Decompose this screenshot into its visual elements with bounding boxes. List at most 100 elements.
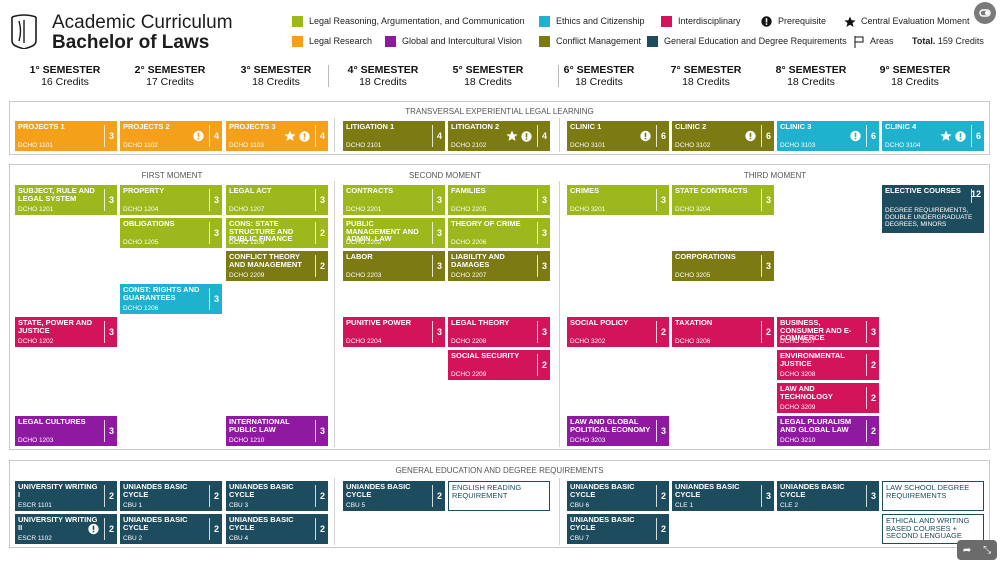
legend-swatch bbox=[539, 16, 550, 27]
course-card[interactable]: LABOR DCHO 2203 3 bbox=[343, 251, 445, 281]
course-card[interactable]: STATE CONTRACTS DCHO 3204 3 bbox=[672, 185, 774, 215]
course-card[interactable]: CLINIC 2 DCHO 3102 6 bbox=[672, 121, 774, 151]
course-credits: 3 bbox=[108, 195, 114, 205]
course-card[interactable]: UNIANDES BASIC CYCLE CBU 4 2 bbox=[226, 514, 328, 544]
credit-divider bbox=[656, 518, 657, 540]
course-card[interactable]: CRIMES DCHO 3201 3 bbox=[567, 185, 669, 215]
course-card[interactable]: LITIGATION 1 DCHO 2101 4 bbox=[343, 121, 445, 151]
course-credits: 2 bbox=[660, 491, 666, 501]
course-card[interactable]: PUNITIVE POWER DCHO 2204 3 bbox=[343, 317, 445, 347]
course-card[interactable]: LEGAL CULTURES DCHO 1203 3 bbox=[15, 416, 117, 446]
course-code: DCHO 1203 bbox=[18, 437, 54, 444]
course-code: CLE 2 bbox=[780, 502, 799, 509]
course-card[interactable]: CONFLICT THEORY AND MANAGEMENT DCHO 2209 2 bbox=[226, 251, 328, 281]
credit-divider bbox=[656, 125, 657, 147]
course-card[interactable]: CORPORATIONS DCHO 3205 3 bbox=[672, 251, 774, 281]
credit-divider bbox=[537, 222, 538, 244]
course-card[interactable]: CLINIC 1 DCHO 3101 6 bbox=[567, 121, 669, 151]
course-card[interactable]: LAW AND TECHNOLOGY DCHO 3209 2 bbox=[777, 383, 879, 413]
credit-divider bbox=[971, 125, 972, 147]
course-card[interactable]: OBLIGATIONS DCHO 1205 3 bbox=[120, 218, 222, 248]
course-card[interactable]: LEGAL ACT DCHO 1207 3 bbox=[226, 185, 328, 215]
course-credits: 3 bbox=[213, 228, 219, 238]
legend-swatch bbox=[292, 36, 303, 47]
requirement-box[interactable]: ENGLISH READING REQUIREMENT bbox=[448, 481, 550, 511]
course-card[interactable]: TAXATION DCHO 3206 2 bbox=[672, 317, 774, 347]
requirement-box[interactable]: ETHICAL AND WRITING BASED COURSES + SECO… bbox=[882, 514, 984, 544]
course-card[interactable]: PROJECTS 1 DCHO 1101 3 bbox=[15, 121, 117, 151]
course-card[interactable]: PROPERTY DCHO 1204 3 bbox=[120, 185, 222, 215]
course-card[interactable]: UNIANDES BASIC CYCLE CBU 2 2 bbox=[120, 514, 222, 544]
course-card[interactable]: ENVIRONMENTAL JUSTICE DCHO 3208 2 bbox=[777, 350, 879, 380]
course-card[interactable]: CONST: RIGHTS AND GUARANTEES DCHO 1206 3 bbox=[120, 284, 222, 314]
course-card[interactable]: LEGAL THEORY DCHO 2208 3 bbox=[448, 317, 550, 347]
course-card[interactable]: SUBJECT, RULE AND LEGAL SYSTEM DCHO 1201 3 bbox=[15, 185, 117, 215]
semester-name: 3° SEMESTER bbox=[240, 64, 312, 76]
semester-name: 9° SEMESTER bbox=[879, 64, 951, 76]
course-card[interactable]: UNIANDES BASIC CYCLE CBU 6 2 bbox=[567, 481, 669, 511]
course-card[interactable]: PROJECTS 3 DCHO 1103 4 bbox=[226, 121, 328, 151]
course-code: DCHO 3209 bbox=[780, 404, 816, 411]
course-credits: 6 bbox=[870, 131, 876, 141]
share-icon[interactable]: ➦ bbox=[962, 544, 972, 556]
credit-divider bbox=[432, 321, 433, 343]
share-controls[interactable]: ➦ ⤡ bbox=[957, 540, 997, 560]
course-card[interactable]: UNIANDES BASIC CYCLE CLE 2 3 bbox=[777, 481, 879, 511]
credit-divider bbox=[104, 125, 105, 147]
course-card[interactable]: THEORY OF CRIME DCHO 2206 3 bbox=[448, 218, 550, 248]
credit-divider bbox=[656, 485, 657, 507]
course-card[interactable]: UNIANDES BASIC CYCLE CBU 1 2 bbox=[120, 481, 222, 511]
course-card[interactable]: BUSINESS, CONSUMER AND E-COMMERCE DCHO 32… bbox=[777, 317, 879, 347]
credit-divider bbox=[315, 420, 316, 442]
course-card[interactable]: INTERNATIONAL PUBLIC LAW DCHO 1210 3 bbox=[226, 416, 328, 446]
course-card[interactable]: CLINIC 3 DCHO 3103 6 bbox=[777, 121, 879, 151]
course-name: LITIGATION 2 bbox=[451, 122, 500, 131]
legend-swatch bbox=[385, 36, 396, 47]
requirement-box[interactable]: LAW SCHOOL DEGREE REQUIREMENTS bbox=[882, 481, 984, 511]
course-credits: 3 bbox=[436, 195, 442, 205]
semester-credits: 16 Credits bbox=[41, 76, 89, 88]
minimize-icon[interactable]: ⤡ bbox=[983, 544, 992, 556]
course-card[interactable]: PUBLIC MANAGEMENT AND ADMIN. LAW DCHO 220… bbox=[343, 218, 445, 248]
course-name: LAW SCHOOL DEGREE REQUIREMENTS bbox=[886, 483, 970, 500]
course-credits: 2 bbox=[541, 360, 547, 370]
course-card[interactable]: LAW AND GLOBAL POLITICAL ECONOMY DCHO 320… bbox=[567, 416, 669, 446]
toggle-button[interactable] bbox=[974, 2, 996, 24]
course-card[interactable]: CONTRACTS DCHO 2201 3 bbox=[343, 185, 445, 215]
credit-divider bbox=[866, 485, 867, 507]
course-badges bbox=[745, 130, 756, 142]
legend-item: Areas bbox=[852, 35, 894, 48]
credit-divider bbox=[315, 125, 316, 147]
course-credits: 2 bbox=[870, 360, 876, 370]
course-card[interactable]: UNIVERSITY WRITING II ESCR 1102 2 bbox=[15, 514, 117, 544]
course-credits: 3 bbox=[436, 228, 442, 238]
course-card[interactable]: STATE, POWER AND JUSTICE DCHO 1202 3 bbox=[15, 317, 117, 347]
course-code: CBU 4 bbox=[229, 535, 249, 542]
credit-divider bbox=[761, 189, 762, 211]
course-card[interactable]: CLINIC 4 DCHO 3104 6 bbox=[882, 121, 984, 151]
course-name: INTERNATIONAL PUBLIC LAW bbox=[229, 417, 290, 434]
course-code: ESCR 1101 bbox=[18, 502, 52, 509]
course-card[interactable]: LIABILITY AND DAMAGES DCHO 2207 3 bbox=[448, 251, 550, 281]
course-card[interactable]: CONS: STATE STRUCTURE AND PUBLIC FINANCE… bbox=[226, 218, 328, 248]
course-name: PUNITIVE POWER bbox=[346, 318, 412, 327]
course-card[interactable]: SOCIAL SECURITY DCHO 2209 2 bbox=[448, 350, 550, 380]
course-card[interactable]: UNIVERSITY WRITING I ESCR 1101 2 bbox=[15, 481, 117, 511]
course-card[interactable]: UNIANDES BASIC CYCLE CBU 7 2 bbox=[567, 514, 669, 544]
course-credits: 2 bbox=[108, 524, 114, 534]
course-card[interactable]: ELECTIVE COURSES DEGREE REQUIREMENTS, DOU… bbox=[882, 185, 984, 233]
course-code: CBU 5 bbox=[346, 502, 366, 509]
course-card[interactable]: UNIANDES BASIC CYCLE CLE 1 3 bbox=[672, 481, 774, 511]
semester-divider bbox=[328, 65, 329, 87]
course-name: SOCIAL SECURITY bbox=[451, 351, 520, 360]
legend-item: Ethics and Citizenship bbox=[539, 16, 645, 27]
credit-divider bbox=[104, 420, 105, 442]
course-card[interactable]: UNIANDES BASIC CYCLE CBU 5 2 bbox=[343, 481, 445, 511]
course-card[interactable]: SOCIAL POLICY DCHO 3202 2 bbox=[567, 317, 669, 347]
course-card[interactable]: UNIANDES BASIC CYCLE CBU 3 2 bbox=[226, 481, 328, 511]
course-name: UNIANDES BASIC CYCLE bbox=[570, 482, 635, 499]
course-card[interactable]: LITIGATION 2 DCHO 2102 4 bbox=[448, 121, 550, 151]
course-card[interactable]: PROJECTS 2 DCHO 1102 4 bbox=[120, 121, 222, 151]
course-card[interactable]: FAMILIES DCHO 2205 3 bbox=[448, 185, 550, 215]
course-card[interactable]: LEGAL PLURALISM AND GLOBAL LAW DCHO 3210 2 bbox=[777, 416, 879, 446]
